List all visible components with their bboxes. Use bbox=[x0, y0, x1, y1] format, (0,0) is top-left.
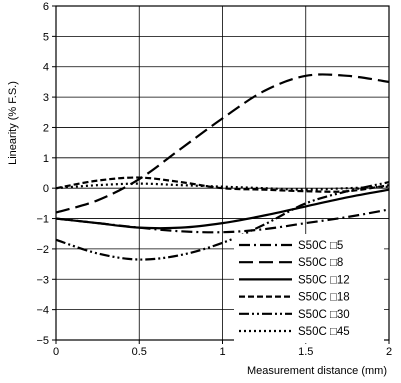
y-tick-label: 1 bbox=[43, 153, 49, 165]
series-line-3 bbox=[55, 188, 390, 230]
legend-label: S50C □12 bbox=[298, 274, 350, 286]
y-tick-label: −5 bbox=[36, 335, 49, 347]
y-tick-label: −2 bbox=[36, 244, 49, 256]
x-tick-label: 1 bbox=[219, 346, 225, 358]
legend-background bbox=[234, 234, 384, 344]
y-tick-label: 0 bbox=[43, 183, 49, 195]
y-axis-title: Linearity (% F.S.) bbox=[7, 81, 19, 165]
y-tick-label: −1 bbox=[36, 214, 49, 226]
y-tick-label: −3 bbox=[36, 274, 49, 286]
x-axis-title: Measurement distance (mm) bbox=[247, 365, 387, 377]
series-lines bbox=[55, 73, 390, 261]
series-line-1 bbox=[55, 208, 390, 234]
y-tick-labels: 6 5 4 3 2 1 0 −1 −2 −3 −4 −5 bbox=[36, 1, 49, 347]
legend-label: S50C □18 bbox=[298, 292, 350, 304]
legend-label: S50C □45 bbox=[298, 326, 350, 338]
series-line-4 bbox=[55, 176, 390, 193]
x-tick-label: 0 bbox=[53, 346, 59, 358]
x-tick-label: 1.5 bbox=[298, 346, 313, 358]
y-tick-label: 3 bbox=[43, 92, 49, 104]
legend-label: S50C □8 bbox=[298, 257, 343, 269]
y-tick-label: 2 bbox=[43, 122, 49, 134]
x-tick-label: 0.5 bbox=[132, 346, 147, 358]
y-tick-label: 6 bbox=[43, 1, 49, 13]
series-line-2 bbox=[55, 73, 390, 214]
y-tick-label: 4 bbox=[43, 62, 49, 74]
x-tick-label: 2 bbox=[386, 346, 392, 358]
series-line-5 bbox=[55, 181, 390, 261]
y-tick-label: −4 bbox=[36, 305, 49, 317]
y-tick-label: 5 bbox=[43, 31, 49, 43]
series-line-6 bbox=[55, 182, 390, 191]
legend-label: S50C □30 bbox=[298, 309, 350, 321]
legend-label: S50C □5 bbox=[298, 240, 343, 252]
legend: S50C □5 S50C □8 S50C □12 S50C □18 S50C □30 S5… bbox=[234, 234, 384, 344]
